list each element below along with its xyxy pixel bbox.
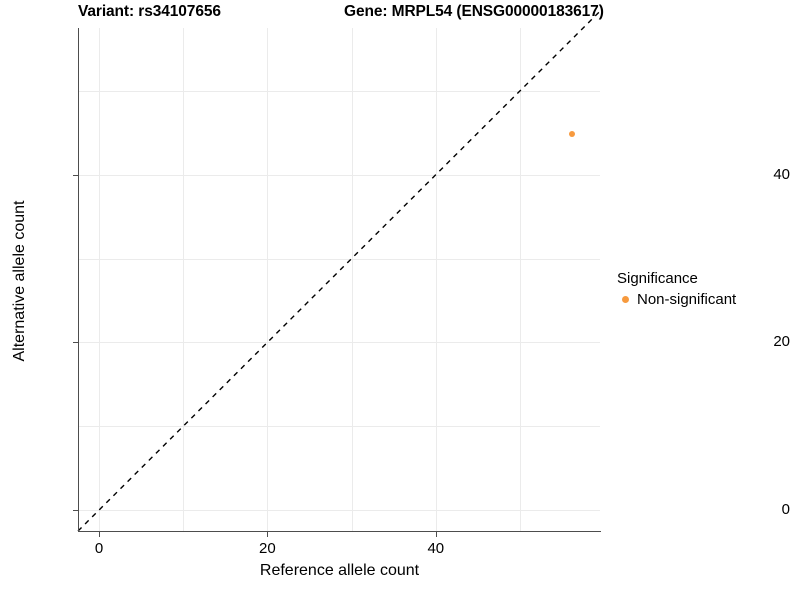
circle-marker <box>617 291 634 308</box>
grid-line-horizontal <box>78 510 600 511</box>
legend-item-label: Non-significant <box>637 291 737 308</box>
x-tick-mark <box>267 532 269 537</box>
grid-line-vertical <box>267 28 269 531</box>
x-tick-label: 40 <box>427 540 445 557</box>
y-tick-label: 40 <box>773 165 790 183</box>
data-point[interactable] <box>569 130 576 137</box>
grid-line-horizontal <box>78 174 600 176</box>
figure-title-row: Variant: rs34107656 Gene: MRPL54 (ENSG00… <box>0 3 710 25</box>
grid-line-vertical <box>435 28 437 531</box>
y-axis-line <box>78 28 79 532</box>
variant-title: Variant: rs34107656 <box>78 3 221 20</box>
x-tick-label: 0 <box>94 540 104 557</box>
y-tick-mark <box>73 174 78 176</box>
x-tick-mark <box>99 532 100 537</box>
legend: Significance Non-significant <box>617 270 797 309</box>
grid-line-vertical <box>520 28 521 531</box>
legend-items: Non-significant <box>617 290 797 309</box>
y-tick-label: 0 <box>781 501 790 518</box>
grid-line-horizontal <box>78 90 600 92</box>
plot-panel <box>77 10 601 532</box>
x-axis-line <box>78 531 601 532</box>
grid-line-vertical <box>351 28 353 531</box>
y-tick-label: 20 <box>773 333 790 351</box>
grid-line-vertical <box>99 28 100 531</box>
x-tick-label: 20 <box>259 540 276 557</box>
identity-reference-line <box>77 10 601 532</box>
y-tick-mark <box>73 342 78 344</box>
y-tick-mark <box>73 510 78 511</box>
grid-line-vertical <box>183 28 185 531</box>
legend-title: Significance <box>617 270 698 287</box>
y-axis-label: Alternative allele count <box>11 200 28 362</box>
gene-title: Gene: MRPL54 (ENSG00000183617) <box>344 3 604 20</box>
grid-line-horizontal <box>78 258 600 260</box>
x-tick-mark <box>435 532 437 537</box>
x-axis-label: Reference allele count <box>259 562 420 579</box>
legend-item[interactable]: Non-significant <box>617 290 797 309</box>
grid-line-horizontal <box>78 342 600 344</box>
grid-line-horizontal <box>78 426 600 428</box>
